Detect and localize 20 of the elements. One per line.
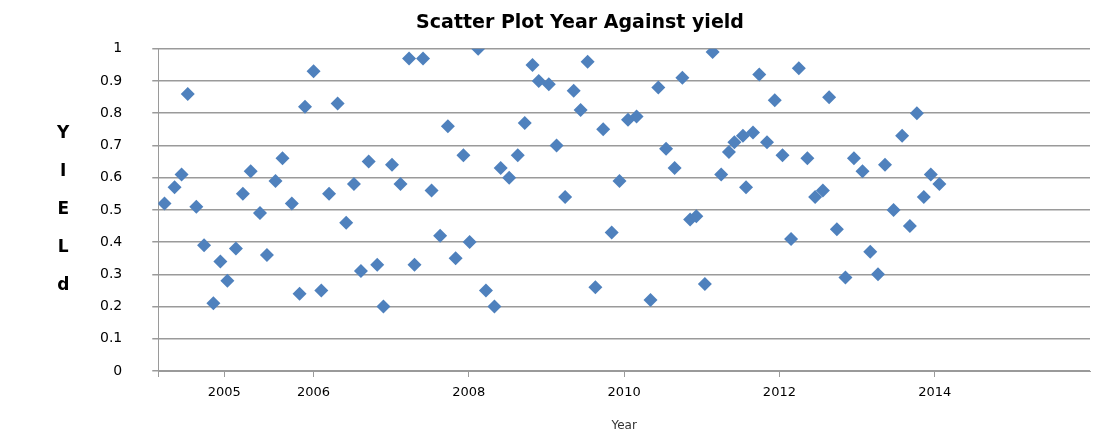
y-tick-label: 0.6 — [100, 168, 123, 185]
chart-title: Scatter Plot Year Against yield — [416, 10, 744, 33]
x-tick-label: 2006 — [297, 384, 331, 400]
y-tick-label: 0.4 — [100, 232, 123, 249]
y-tick-label: 0.3 — [100, 264, 123, 281]
y-tick-label: 0.1 — [100, 329, 123, 346]
y-tick-label: 0 — [113, 361, 123, 378]
x-tick-label: 2010 — [607, 384, 641, 400]
y-tick-label: 0.7 — [100, 136, 123, 153]
y-tick-label: 0.8 — [100, 103, 123, 120]
x-axis-title: Year — [610, 417, 637, 432]
x-tick-label: 2005 — [207, 384, 241, 400]
x-tick-label: 2008 — [452, 384, 486, 400]
y-tick-label: 1 — [113, 39, 123, 56]
x-tick-label: 2012 — [762, 384, 796, 400]
y-tick-label: 0.2 — [100, 297, 123, 314]
y-tick-label: 0.9 — [100, 71, 123, 88]
y-axis-title: YIELd — [56, 122, 71, 295]
y-tick-label: 0.5 — [100, 200, 123, 217]
x-tick-label: 2014 — [918, 384, 952, 400]
